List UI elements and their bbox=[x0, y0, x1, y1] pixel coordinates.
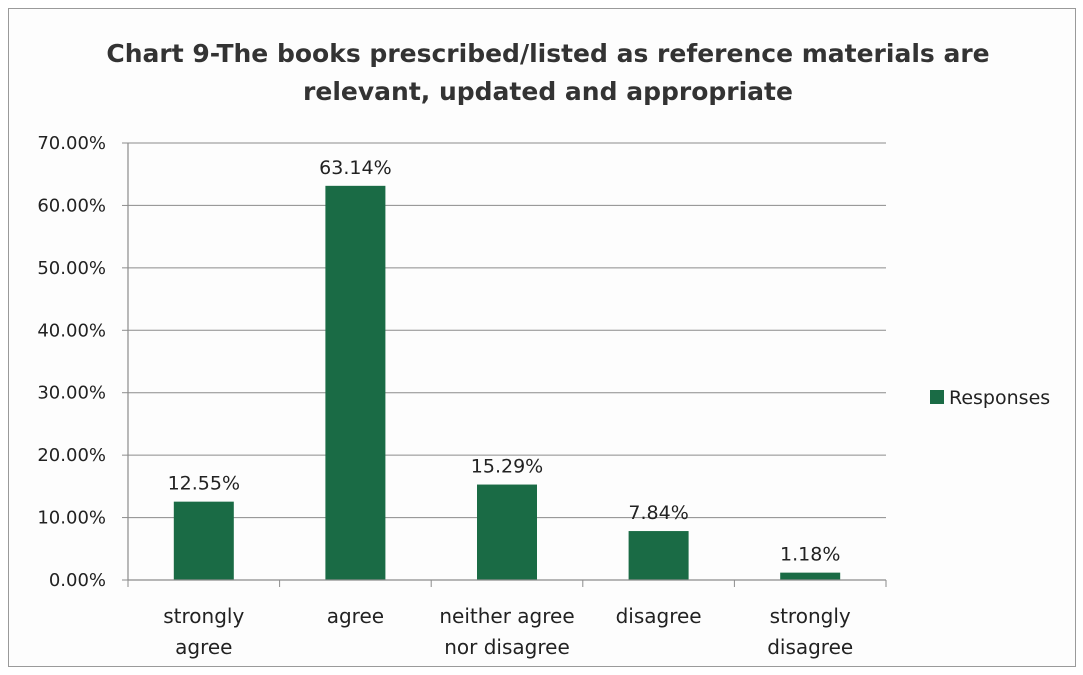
axes bbox=[127, 143, 886, 581]
bar bbox=[477, 484, 537, 580]
bar bbox=[325, 185, 386, 581]
y-tick-label: 30.00% bbox=[37, 383, 106, 404]
bars bbox=[173, 185, 841, 581]
chart-title-line-1: Chart 9-The books prescribed/listed as r… bbox=[106, 39, 989, 68]
bar bbox=[780, 572, 841, 580]
x-category-label: disagree bbox=[767, 635, 853, 659]
x-category-label: strongly bbox=[770, 604, 851, 628]
y-axis-ticks: 0.00% 10.00% 20.00% 30.00% 40.00% 50.00% 60.00… bbox=[37, 133, 128, 591]
x-category-label: strongly bbox=[163, 604, 244, 628]
y-tick-label: 70.00% bbox=[37, 133, 106, 154]
legend-label: Responses bbox=[949, 387, 1050, 409]
data-label: 63.14% bbox=[319, 157, 391, 179]
data-label: 7.84% bbox=[628, 502, 688, 524]
x-category-label: agree bbox=[175, 635, 232, 659]
legend: Responses bbox=[930, 387, 1050, 409]
y-tick-label: 40.00% bbox=[37, 320, 106, 341]
y-tick-label: 20.00% bbox=[37, 445, 106, 466]
bar bbox=[628, 531, 689, 580]
y-tick-label: 50.00% bbox=[37, 258, 106, 279]
data-label: 1.18% bbox=[780, 544, 840, 566]
y-tick-label: 60.00% bbox=[37, 195, 106, 216]
x-category-label: disagree bbox=[616, 604, 702, 628]
x-axis-categories: strongly agree agree neither agree nor disag… bbox=[127, 580, 887, 659]
data-label: 15.29% bbox=[471, 456, 543, 478]
chart-title-line-2: relevant, updated and appropriate bbox=[303, 77, 793, 106]
bar bbox=[173, 501, 234, 580]
y-tick-label: 0.00% bbox=[49, 570, 106, 591]
x-category-label: nor disagree bbox=[444, 635, 570, 659]
y-tick-label: 10.00% bbox=[37, 508, 106, 529]
data-labels: 12.55% 63.14% 15.29% 7.84% 1.18% bbox=[168, 157, 841, 566]
x-category-label: agree bbox=[327, 604, 384, 628]
x-category-label: neither agree bbox=[439, 604, 574, 628]
data-label: 12.55% bbox=[168, 473, 240, 495]
gridlines bbox=[128, 142, 886, 519]
chart-title: Chart 9-The books prescribed/listed as r… bbox=[106, 39, 989, 106]
legend-swatch bbox=[930, 390, 944, 404]
